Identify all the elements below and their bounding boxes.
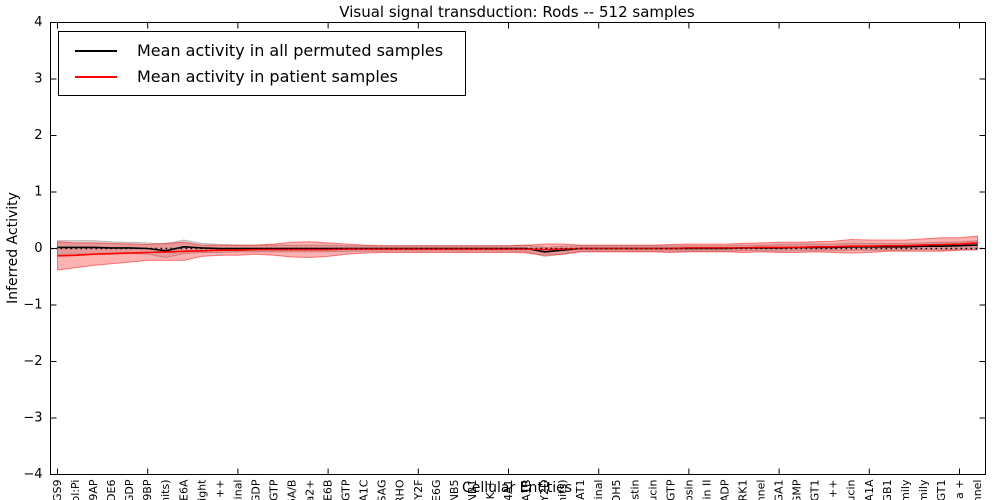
x-tick-label: cGMP/CNG Channel [971, 480, 984, 500]
x-tick-label: mol:GMP (4 units) [159, 480, 172, 500]
x-tick-label: mol:GDP [249, 479, 262, 500]
x-tick-label: GNB1/GNGT1 [809, 480, 822, 500]
chart-title: Visual signal transduction: Rods -- 512 … [339, 3, 695, 21]
y-tick-label: 3 [34, 72, 42, 87]
line-swatch-permuted [75, 49, 117, 52]
y-tick-label: −2 [23, 354, 42, 369]
y-tick-label: −3 [23, 411, 42, 426]
x-tick-label: GC1/GCAP Family [899, 479, 912, 500]
y-axis-label: Inferred Activity [5, 192, 21, 304]
y-tick-label: 1 [34, 185, 42, 200]
x-tick-label: GC2/GCAP Family [917, 479, 930, 500]
x-tick-label: mol:Ca2+ [304, 480, 317, 500]
x-tick-label: Metarhodopsin II/Arrestin [628, 479, 641, 500]
x-tick-label: GNAT1 [574, 480, 587, 500]
legend-label-patient: Mean activity in patient samples [137, 67, 398, 86]
x-tick-label: PDE6B [322, 480, 335, 500]
x-tick-labels: RGS9 mol:Pi RGS9-1/Gbeta5/R9AP PDE6 GNAT1/GD… [51, 479, 984, 500]
x-tick-label: Transducin [845, 479, 858, 500]
x-tick-label: mol:cGMP [791, 479, 804, 500]
x-tick-label: GNAT1/GDP [123, 479, 136, 500]
x-axis-ticks [57, 22, 960, 475]
x-tick-label: Na + (4 Units) [556, 480, 569, 500]
x-tick-label: mol:11-cis-retinal [592, 480, 605, 500]
x-tick-label: Metarhodopsin II [700, 480, 713, 500]
y-tick-label: −1 [23, 298, 42, 313]
line-swatch-patient [75, 75, 117, 78]
x-tick-label: GUCA1B [520, 480, 533, 500]
x-tick-label: GUCA1A [863, 479, 876, 500]
x-tick-label: PDE6G [430, 480, 443, 500]
y-tick-label: 4 [34, 15, 42, 30]
x-tick-label: GCAP Family/Ca ++ [827, 480, 840, 500]
x-tick-label: RDH5 [610, 480, 623, 500]
legend: Mean activity in all permuted samples Me… [58, 31, 467, 96]
x-tick-label: mol:GTP [267, 479, 280, 500]
x-tick-label: GUCY2F [412, 480, 425, 500]
x-tick-label: GNAT1/GTP [340, 479, 353, 500]
y-tick-label: 2 [34, 128, 42, 143]
x-tick-label: mol:all-trans-retinal [231, 480, 244, 500]
x-tick-label: PDE6G/GNAT1/GTP [664, 479, 677, 500]
x-tick-label: RGS9-1/Gbeta5/R9AP [87, 479, 100, 500]
x-tick-label: PDE6A/B [286, 480, 299, 500]
x-tick-label: GNB1 [466, 480, 479, 500]
x-tick-label: mol:Pi [69, 480, 82, 500]
x-tick-label: PDE6 [105, 480, 118, 500]
y-axis: 4 3 2 1 0 −1 −2 −3 −4 [23, 15, 986, 482]
x-tick-label: GRK1 [736, 480, 749, 500]
y-tick-label: −4 [23, 467, 42, 482]
series-line-1 [57, 242, 978, 257]
y-tick-label: 0 [34, 241, 42, 256]
x-tick-label: RHO [394, 479, 407, 500]
x-tick-label: mol:Na + [953, 480, 966, 500]
x-tick-label: Metarhodopsin II/Transducin [646, 479, 659, 500]
x-axis-label: Cellular Entities [461, 480, 573, 496]
legend-entry-permuted: Mean activity in all permuted samples [75, 41, 443, 60]
series-band-1 [57, 235, 978, 271]
x-tick-label: CNG Channel [755, 480, 768, 500]
x-tick-label: mol:K + [484, 480, 497, 500]
legend-entry-patient: Mean activity in patient samples [75, 67, 443, 86]
x-tick-label: CNGB1 [881, 480, 894, 500]
line-1 [57, 242, 978, 257]
x-tick-label: GNB5 [448, 480, 461, 500]
x-tick-label: GUCA1C [358, 479, 371, 500]
x-tick-label: CNGA1 [773, 480, 786, 500]
x-tick-label: GUCY2D [538, 480, 551, 500]
x-tick-label: PDE6A [177, 479, 190, 500]
legend-label-permuted: Mean activity in all permuted samples [137, 41, 444, 60]
x-tick-label: GNGT1 [935, 480, 948, 500]
x-tick-label: Rhodopsin [682, 479, 695, 500]
x-tick-label: SAG [376, 480, 389, 500]
x-tick-label: absorption of light [195, 479, 208, 500]
x-tick-label: mol:ADP [718, 479, 731, 500]
x-tick-label: RGS9 [51, 480, 64, 500]
x-tick-label: mol:Ca ++ [213, 480, 226, 500]
band-1 [57, 235, 978, 271]
x-tick-label: SLC24A1 [502, 479, 515, 500]
x-tick-label: RGS9BP [141, 479, 154, 500]
